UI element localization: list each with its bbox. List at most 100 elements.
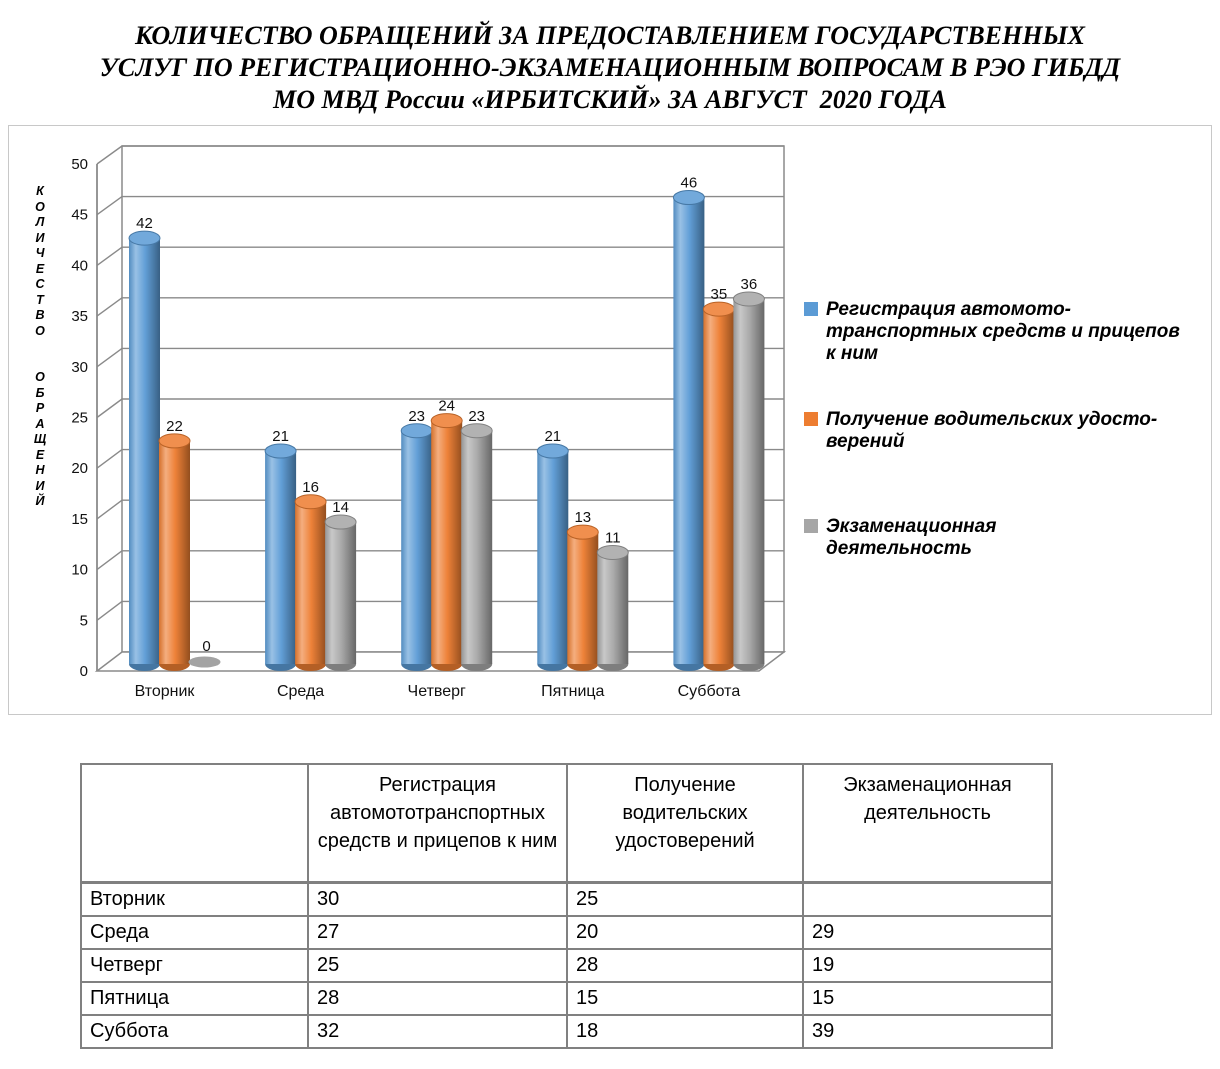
cylinder-top <box>158 433 191 449</box>
table-cell: 39 <box>802 1014 1053 1049</box>
cylinder-bar <box>673 197 705 664</box>
table-cell: 25 <box>307 948 568 983</box>
y-tick-label: 35 <box>71 308 88 325</box>
y-tick-label: 0 <box>80 663 88 680</box>
x-category-label: Суббота <box>678 683 741 700</box>
table-row: Четверг 25 28 19 <box>80 948 1053 983</box>
data-label: 42 <box>136 215 153 232</box>
cylinder-top <box>672 190 705 206</box>
cylinder-top <box>702 301 735 317</box>
cylinder-bar <box>567 532 599 664</box>
data-table: Регистрация автомототранспортных средств… <box>80 763 1053 1049</box>
table-header-row: Регистрация автомототранспортных средств… <box>80 763 1053 884</box>
data-label: 21 <box>544 428 561 445</box>
y-tick-label: 25 <box>71 410 88 427</box>
data-label: 22 <box>166 418 183 435</box>
table-cell <box>802 881 1053 917</box>
cylinder-top <box>596 544 629 560</box>
cylinder-bar <box>703 309 735 664</box>
y-tick-label: 10 <box>71 562 88 579</box>
table-header-cell-2: Получение водительских удостоверений <box>566 763 804 884</box>
cylinder-bar <box>265 451 297 664</box>
cylinder-top <box>536 443 569 459</box>
table-cell: 20 <box>566 915 804 950</box>
table-cell: 27 <box>307 915 568 950</box>
data-label: 24 <box>438 398 455 415</box>
y-tick-label: 40 <box>71 257 88 274</box>
x-category-label: Четверг <box>408 683 466 700</box>
cylinder-bar <box>431 420 463 664</box>
table-cell: 18 <box>566 1014 804 1049</box>
table-cell: 29 <box>802 915 1053 950</box>
legend-label: Экзаменационная деятельность <box>826 516 997 559</box>
x-category-label: Вторник <box>135 683 196 700</box>
y-tick-label: 30 <box>71 359 88 376</box>
table-row: Пятница 28 15 15 <box>80 981 1053 1016</box>
table-row: Вторник 30 25 <box>80 881 1053 917</box>
table-header-row: Регистрация автомототранспортных средств… <box>80 763 1053 884</box>
cylinder-bar <box>129 238 160 664</box>
cylinder-top <box>128 230 161 246</box>
bar-chart-3d: 0 5 10 15 20 25 30 35 40 45 50 42 22 0 Вторник 21 16 14 Ср… <box>71 145 787 700</box>
cylinder-bar <box>597 552 629 664</box>
cylinder-top <box>400 423 433 439</box>
data-label: 35 <box>711 286 728 303</box>
table-header-cell-1: Регистрация автомототранспортных средств… <box>307 763 568 884</box>
page-title: КОЛИЧЕСТВО ОБРАЩЕНИЙ ЗА ПРЕДОСТАВЛЕНИЕМ … <box>0 20 1220 116</box>
y-axis-title: К О Л И Ч Е С Т В О О Б Р А Щ Е Н И Й <box>33 184 47 508</box>
legend-swatch-icon <box>804 412 818 426</box>
cylinder-bar <box>733 298 765 664</box>
table-cell: 15 <box>566 981 804 1016</box>
data-label: 46 <box>681 175 698 192</box>
legend-label: Получение водительских удосто- верений <box>826 409 1158 452</box>
gridline-connector <box>96 600 123 621</box>
table-header-cell-0 <box>80 763 309 884</box>
table-row-label: Пятница <box>80 981 309 1016</box>
cylinder-top <box>294 494 327 510</box>
table-row-label: Четверг <box>80 948 309 983</box>
data-label: 16 <box>302 479 319 496</box>
table-cell: 28 <box>307 981 568 1016</box>
table-cell: 19 <box>802 948 1053 983</box>
table-cell: 30 <box>307 881 568 917</box>
legend-item-2: Получение водительских удосто- верений <box>804 409 1204 453</box>
gridline-connector <box>96 347 123 368</box>
table-cell: 32 <box>307 1014 568 1049</box>
y-tick-label: 20 <box>71 460 88 477</box>
cylinder-bar <box>461 430 493 664</box>
cylinder-bar <box>537 451 569 664</box>
data-label: 13 <box>574 509 591 526</box>
data-label: 36 <box>741 276 758 293</box>
gridline-connector <box>96 246 123 266</box>
data-label: 21 <box>272 428 289 445</box>
gridline-connector <box>96 145 123 165</box>
x-category-label: Среда <box>277 683 324 700</box>
data-label: 14 <box>332 499 349 516</box>
gridline-connector <box>96 196 123 216</box>
gridline-connector <box>96 550 123 571</box>
gridline-connector <box>96 398 123 419</box>
y-tick-label: 15 <box>71 511 88 528</box>
title-line-3: МО МВД России «ИРБИТСКИЙ» ЗА АВГУСТ 2020… <box>273 85 947 114</box>
cylinder-bar <box>325 522 357 664</box>
table-row-label: Вторник <box>80 881 309 917</box>
y-tick-label: 5 <box>80 612 88 629</box>
cylinder-top <box>430 413 463 429</box>
table-cell: 15 <box>802 981 1053 1016</box>
cylinder-bar <box>159 440 190 664</box>
gridline-connector <box>96 449 123 469</box>
data-label: 23 <box>408 408 425 425</box>
title-line-2: УСЛУГ ПО РЕГИСТРАЦИОННО-ЭКЗАМЕНАЦИОННЫМ … <box>99 53 1121 82</box>
y-tick-label: 50 <box>71 156 88 173</box>
cylinder-top <box>732 291 765 307</box>
legend-swatch-icon <box>804 519 818 533</box>
table-row: Среда 27 20 29 <box>80 915 1053 950</box>
chart-area: 0 5 10 15 20 25 30 35 40 45 50 42 22 0 Вторник 21 16 14 Ср… <box>8 125 1212 715</box>
legend-label: Регистрация автомото- транспортных средс… <box>826 299 1180 364</box>
table-cell: 25 <box>566 881 804 917</box>
legend-swatch-icon <box>804 302 818 316</box>
legend-item-3: Экзаменационная деятельность <box>804 516 1204 560</box>
table-body: Вторник 30 25 Среда 27 20 29 Четверг 25 28 19 Пятни… <box>80 881 1053 1049</box>
table-row-label: Суббота <box>80 1014 309 1049</box>
